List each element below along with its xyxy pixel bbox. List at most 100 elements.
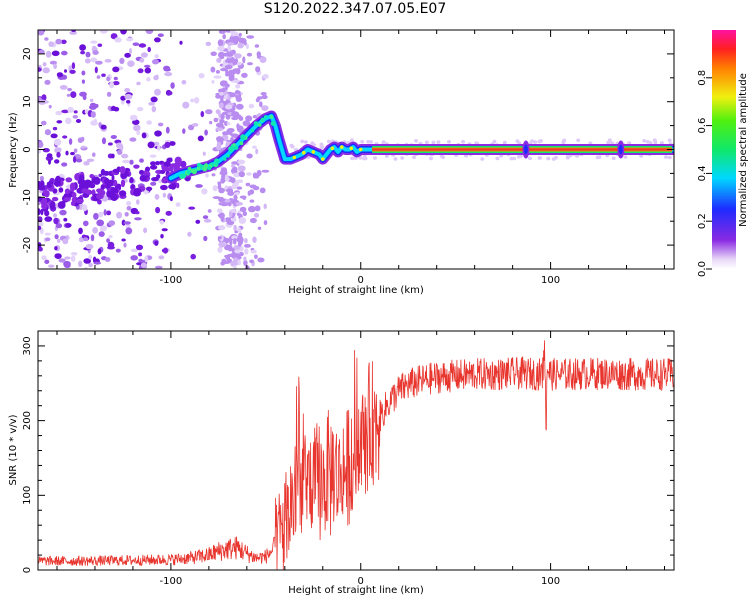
y-tick-label: -10	[22, 189, 33, 205]
noise-blob	[53, 138, 62, 146]
ridge-dot	[181, 173, 187, 179]
ridge-dot	[204, 163, 209, 168]
noise-blob	[256, 96, 263, 100]
noise-blob	[38, 216, 43, 223]
noise-blob	[236, 123, 240, 130]
noise-blob	[242, 56, 246, 64]
noise-blob	[134, 217, 142, 221]
noise-blob	[228, 69, 236, 76]
noise-blob	[56, 151, 61, 158]
ridge-dot	[239, 141, 244, 146]
noise-blob	[155, 74, 159, 79]
snr-plot-area	[38, 340, 674, 570]
noise-blob	[69, 182, 76, 191]
noise-blob	[226, 220, 235, 225]
noise-blob	[52, 126, 58, 131]
noise-blob	[68, 138, 73, 145]
noise-blob	[76, 198, 84, 204]
noise-blob	[100, 124, 107, 130]
noise-blob	[135, 244, 144, 251]
noise-blob	[200, 111, 205, 118]
noise-blob	[261, 94, 268, 100]
noise-blob	[242, 120, 251, 127]
noise-blob	[224, 83, 230, 88]
noise-blob	[373, 156, 377, 160]
noise-blob	[232, 59, 238, 66]
noise-blob	[300, 139, 305, 144]
noise-blob	[132, 42, 140, 46]
noise-blob	[106, 210, 112, 216]
noise-blob	[198, 73, 205, 79]
noise-blob	[108, 235, 113, 239]
figure-title: S120.2022.347.07.05.E07	[263, 1, 447, 17]
noise-blob	[44, 232, 51, 236]
noise-blob	[98, 231, 105, 238]
noise-blob	[137, 106, 144, 112]
spectrogram-plot-area	[38, 30, 674, 269]
ridge-dot	[196, 166, 201, 171]
noise-blob	[86, 158, 95, 162]
noise-blob	[80, 145, 86, 149]
noise-blob	[97, 43, 103, 47]
noise-blob	[203, 235, 208, 242]
noise-blob	[89, 174, 95, 179]
noise-blob	[108, 220, 116, 227]
noise-blob	[229, 239, 233, 246]
noise-blob	[154, 88, 161, 96]
noise-blob	[215, 109, 221, 115]
noise-blob	[38, 208, 41, 216]
spectrogram-x-label: Height of straight line (km)	[288, 285, 424, 296]
noise-blob	[90, 102, 97, 107]
noise-blob	[52, 213, 58, 218]
noise-blob	[56, 72, 64, 78]
noise-blob	[350, 156, 355, 161]
noise-blob	[72, 156, 77, 163]
noise-blob	[664, 155, 668, 159]
noise-blob	[48, 159, 51, 165]
noise-blob	[39, 175, 45, 182]
noise-blob	[92, 50, 99, 55]
noise-blob	[90, 234, 95, 242]
noise-blob	[85, 180, 94, 188]
ridge-dot	[214, 158, 220, 164]
noise-blob	[46, 183, 52, 188]
noise-blob	[121, 238, 126, 242]
noise-blob	[160, 170, 166, 174]
ridge-dot	[223, 157, 227, 161]
noise-blob	[218, 88, 226, 93]
noise-blob	[238, 116, 244, 121]
x-tick-label: 0	[358, 275, 364, 286]
noise-blob	[263, 203, 267, 210]
noise-blob	[55, 147, 62, 151]
noise-blob	[362, 156, 367, 161]
noise-blob	[151, 105, 156, 113]
noise-blob	[226, 122, 231, 126]
noise-blob	[48, 104, 52, 109]
ridge-dot	[261, 117, 265, 122]
noise-blob	[195, 184, 203, 188]
ridge-dot	[228, 146, 234, 153]
noise-blob	[215, 70, 220, 74]
noise-blob	[480, 157, 485, 161]
noise-blob	[110, 193, 118, 201]
noise-blob	[81, 188, 89, 193]
ridge-dot	[330, 146, 335, 151]
noise-blob	[71, 30, 76, 33]
noise-blob	[237, 159, 246, 165]
noise-blob	[262, 74, 269, 79]
noise-blob	[233, 257, 239, 263]
noise-blob	[222, 131, 228, 136]
noise-blob	[201, 188, 208, 195]
noise-blob	[59, 209, 67, 216]
noise-blob	[155, 206, 161, 214]
noise-blob	[495, 156, 500, 161]
noise-blob	[246, 153, 253, 159]
noise-blob	[653, 140, 658, 145]
noise-blob	[75, 158, 83, 163]
noise-blob	[242, 211, 247, 217]
noise-blob	[190, 98, 195, 103]
noise-blob	[42, 148, 50, 153]
y-tick-label: 100	[22, 486, 33, 505]
